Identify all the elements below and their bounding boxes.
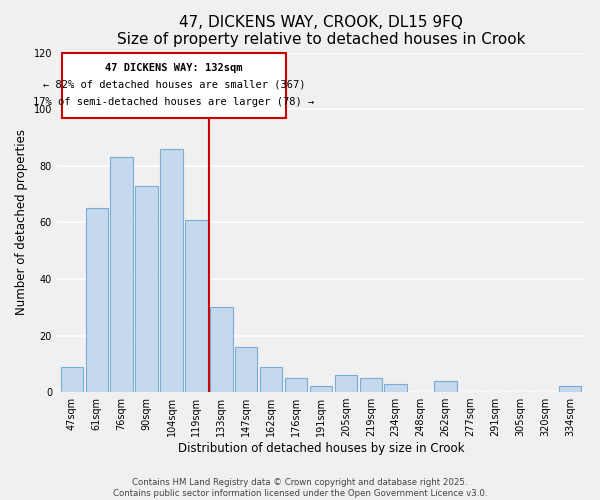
- Bar: [86, 208, 108, 392]
- Bar: [260, 366, 283, 392]
- Text: Contains HM Land Registry data © Crown copyright and database right 2025.
Contai: Contains HM Land Registry data © Crown c…: [113, 478, 487, 498]
- Bar: [185, 220, 208, 392]
- X-axis label: Distribution of detached houses by size in Crook: Distribution of detached houses by size …: [178, 442, 464, 455]
- Bar: [559, 386, 581, 392]
- Text: 47 DICKENS WAY: 132sqm: 47 DICKENS WAY: 132sqm: [105, 62, 243, 72]
- Bar: [136, 186, 158, 392]
- Bar: [210, 307, 233, 392]
- Bar: [335, 375, 357, 392]
- Title: 47, DICKENS WAY, CROOK, DL15 9FQ
Size of property relative to detached houses in: 47, DICKENS WAY, CROOK, DL15 9FQ Size of…: [117, 15, 525, 48]
- Bar: [62, 52, 286, 118]
- Bar: [434, 381, 457, 392]
- Bar: [235, 347, 257, 392]
- Bar: [359, 378, 382, 392]
- Bar: [160, 149, 183, 392]
- Bar: [110, 158, 133, 392]
- Bar: [285, 378, 307, 392]
- Y-axis label: Number of detached properties: Number of detached properties: [15, 130, 28, 316]
- Bar: [61, 366, 83, 392]
- Bar: [310, 386, 332, 392]
- Text: ← 82% of detached houses are smaller (367): ← 82% of detached houses are smaller (36…: [43, 80, 305, 90]
- Text: 17% of semi-detached houses are larger (78) →: 17% of semi-detached houses are larger (…: [34, 96, 314, 106]
- Bar: [385, 384, 407, 392]
